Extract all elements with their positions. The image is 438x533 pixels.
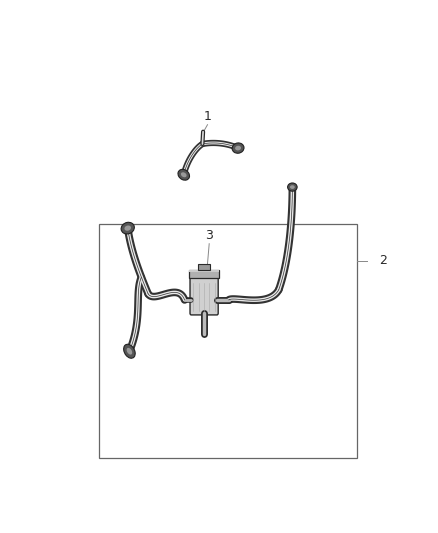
Ellipse shape (288, 183, 297, 191)
Bar (189, 270, 219, 278)
Ellipse shape (121, 222, 134, 234)
Text: 2: 2 (379, 254, 387, 268)
Ellipse shape (178, 169, 190, 180)
Ellipse shape (127, 348, 132, 354)
Ellipse shape (124, 225, 131, 231)
Text: 1: 1 (204, 110, 212, 124)
Bar (189, 270, 219, 272)
Bar (198, 264, 210, 270)
Bar (99, 224, 357, 458)
Text: 3: 3 (205, 230, 213, 243)
Ellipse shape (235, 146, 241, 150)
FancyBboxPatch shape (190, 273, 218, 315)
Ellipse shape (181, 172, 187, 177)
Ellipse shape (290, 185, 295, 189)
Ellipse shape (124, 344, 135, 358)
Ellipse shape (232, 143, 244, 154)
